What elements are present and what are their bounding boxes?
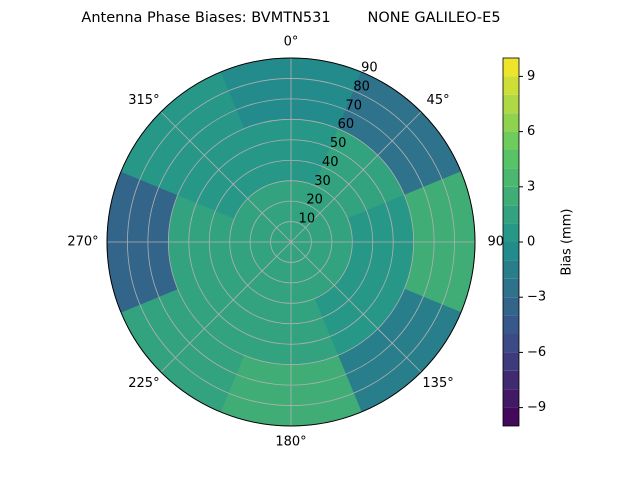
colorbar-band — [503, 352, 519, 371]
colorbar-label: Bias (mm) — [560, 209, 575, 276]
colorbar-band — [503, 242, 519, 261]
colorbar-band — [503, 370, 519, 390]
r-grid-line — [127, 78, 455, 406]
colorbar-band — [503, 315, 519, 334]
colorbar-band — [503, 94, 519, 114]
colorbar-band — [503, 76, 519, 95]
colorbar-tick-label: 6 — [527, 124, 535, 139]
colorbar-tick-label: −9 — [527, 400, 546, 415]
r-grid-line — [167, 118, 415, 366]
theta-grid-line — [160, 241, 292, 373]
theta-grid-line — [290, 111, 422, 243]
colorbar-band — [503, 58, 519, 77]
colorbar-band — [503, 205, 519, 224]
colorbar-band — [503, 297, 519, 316]
r-grid-line — [147, 98, 435, 386]
r-tick-label: 50 — [330, 136, 347, 151]
colorbar-tick-label: −6 — [527, 345, 546, 360]
theta-tick-label: 135° — [422, 376, 453, 391]
colorbar-tick-label: 9 — [527, 69, 535, 84]
colorbar-tick-label: −3 — [527, 290, 546, 305]
colorbar-band — [503, 186, 519, 206]
theta-grid-line — [290, 241, 422, 373]
theta-tick-label: 270° — [67, 235, 98, 250]
r-tick-label: 30 — [314, 174, 331, 189]
r-tick-label: 40 — [322, 155, 339, 170]
theta-tick-label: 45° — [427, 93, 450, 108]
r-grid-line — [208, 159, 374, 325]
colorbar-tick-label: 0 — [527, 235, 535, 250]
r-tick-label: 70 — [345, 98, 362, 113]
r-tick-label: 80 — [353, 79, 370, 94]
theta-grid-line — [160, 111, 292, 243]
theta-tick-label: 0° — [284, 35, 299, 50]
colorbar-band — [503, 407, 519, 426]
colorbar-band — [503, 334, 519, 353]
colorbar-band — [503, 150, 519, 169]
colorbar-band — [503, 260, 519, 279]
theta-tick-label: 315° — [128, 93, 159, 108]
theta-tick-label: 225° — [128, 376, 159, 391]
colorbar-tick-label: 3 — [527, 179, 535, 194]
colorbar-band — [503, 389, 519, 408]
r-tick-label: 90 — [361, 61, 378, 76]
colorbar-band — [503, 278, 519, 298]
r-grid-line — [270, 221, 312, 263]
r-tick-label: 20 — [306, 193, 323, 208]
colorbar-band — [503, 168, 519, 187]
r-tick-label: 10 — [299, 212, 316, 227]
chart-title: Antenna Phase Biases: BVMTN531 NONE GALI… — [81, 10, 500, 26]
polar-frame — [106, 57, 476, 427]
colorbar-band — [503, 131, 519, 150]
r-tick-label: 60 — [338, 117, 355, 132]
r-grid-line — [249, 200, 333, 284]
theta-tick-label: 180° — [275, 435, 306, 450]
colorbar-band — [503, 113, 519, 132]
r-grid-line — [229, 180, 353, 304]
r-grid-line — [188, 139, 394, 345]
colorbar-band — [503, 223, 519, 242]
